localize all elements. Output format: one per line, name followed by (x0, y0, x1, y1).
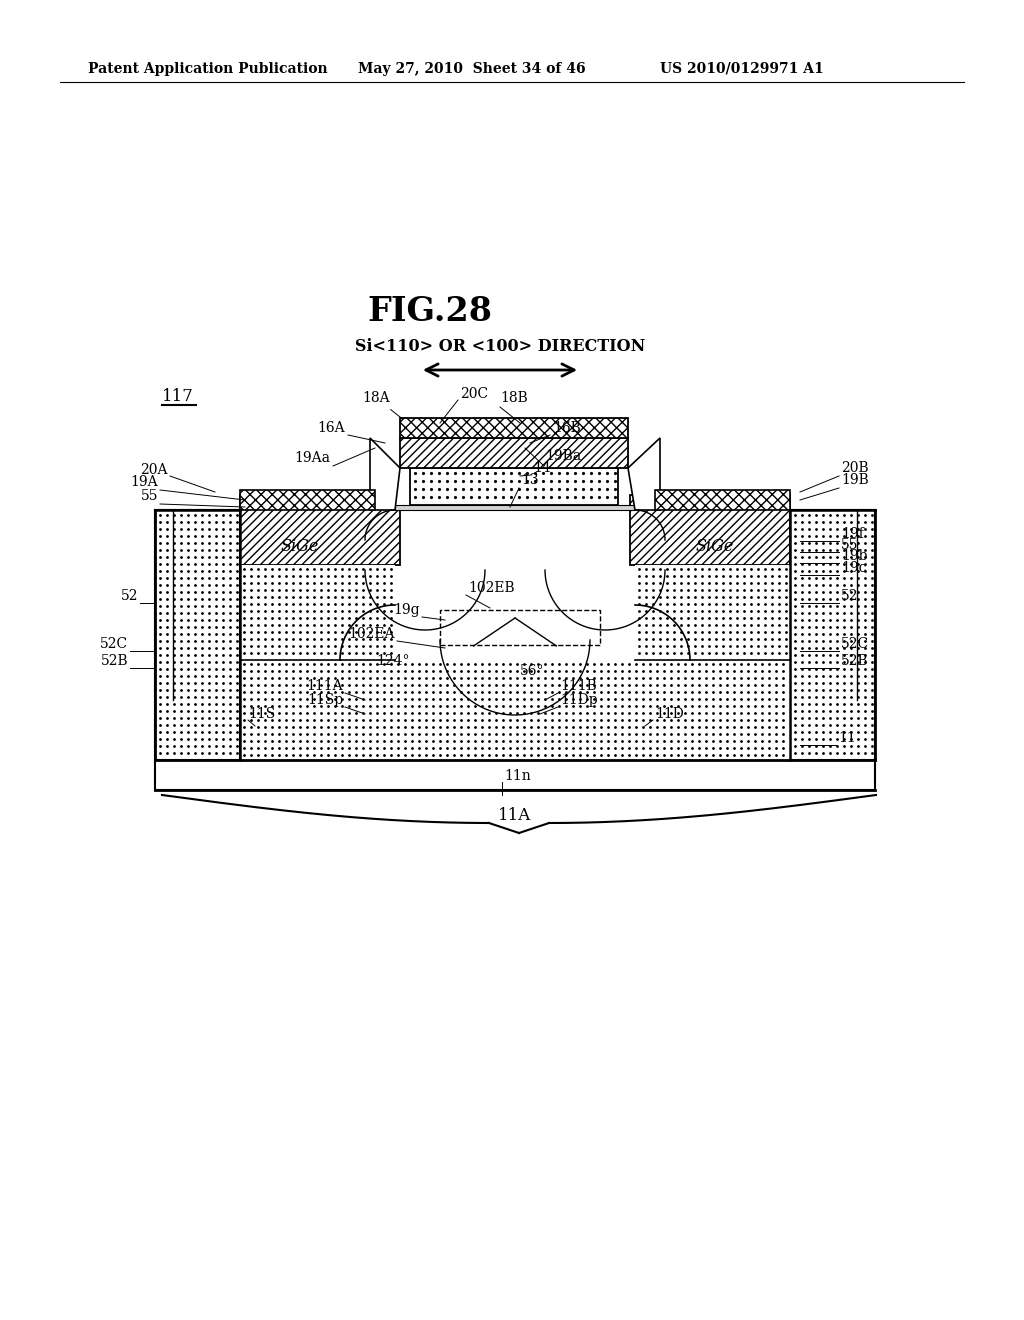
Bar (790, 510, 874, 760)
Text: 19g: 19g (393, 603, 420, 616)
Text: 11Sp: 11Sp (307, 693, 343, 708)
Bar (155, 760, 874, 789)
Text: 11S: 11S (248, 708, 275, 721)
Text: US 2010/0129971 A1: US 2010/0129971 A1 (660, 62, 823, 77)
Polygon shape (370, 438, 400, 510)
Text: Patent Application Publication: Patent Application Publication (88, 62, 328, 77)
Text: 16B: 16B (553, 421, 581, 436)
Text: 102EB: 102EB (468, 581, 515, 595)
Text: 111B: 111B (560, 678, 597, 693)
Text: 18A: 18A (362, 391, 402, 420)
Text: 55: 55 (841, 539, 858, 552)
Text: 52B: 52B (100, 653, 128, 668)
Bar (240, 565, 395, 660)
Bar (395, 506, 635, 510)
Polygon shape (628, 438, 660, 510)
Text: FIG.28: FIG.28 (368, 294, 493, 327)
Polygon shape (240, 495, 400, 565)
Text: 19b: 19b (841, 549, 867, 564)
Text: 56°: 56° (520, 664, 545, 678)
Text: 20B: 20B (841, 461, 868, 475)
Bar (635, 565, 790, 660)
Text: 16A: 16A (317, 421, 345, 436)
Text: 11A: 11A (499, 807, 531, 824)
Bar (240, 660, 790, 760)
Bar (400, 438, 628, 469)
Bar (440, 610, 600, 645)
Bar (155, 510, 240, 760)
Text: 13: 13 (521, 473, 539, 487)
Text: 11Dp: 11Dp (560, 693, 598, 708)
Bar (655, 490, 790, 510)
Text: May 27, 2010  Sheet 34 of 46: May 27, 2010 Sheet 34 of 46 (358, 62, 586, 77)
Text: 20A: 20A (140, 463, 168, 477)
Text: SiGe: SiGe (696, 539, 734, 554)
Text: 11D: 11D (655, 708, 684, 721)
Text: SiGe: SiGe (281, 539, 319, 554)
Text: Si<110> OR <100> DIRECTION: Si<110> OR <100> DIRECTION (355, 338, 645, 355)
Text: 52: 52 (121, 589, 138, 603)
Bar (410, 469, 618, 506)
Text: 102EA: 102EA (348, 627, 395, 642)
Text: 18B: 18B (500, 391, 527, 405)
Text: 111A: 111A (306, 678, 343, 693)
Text: 52C: 52C (100, 638, 128, 651)
Text: 19Ba: 19Ba (545, 449, 582, 463)
Text: 20C: 20C (460, 387, 488, 401)
Bar (240, 490, 375, 510)
Text: 14: 14 (534, 461, 551, 475)
Text: 52: 52 (841, 589, 858, 603)
Text: 19f: 19f (841, 527, 864, 541)
Text: 19c: 19c (841, 561, 866, 576)
Polygon shape (630, 495, 790, 565)
Text: 52C: 52C (841, 638, 869, 651)
Text: 117: 117 (162, 388, 194, 405)
Text: 11n: 11n (504, 770, 530, 783)
Text: 19A: 19A (130, 475, 158, 488)
Text: 55: 55 (140, 488, 158, 503)
Text: 19B: 19B (841, 473, 868, 487)
Text: 19Aa: 19Aa (294, 451, 330, 465)
Bar (400, 418, 628, 438)
Text: 52B: 52B (841, 653, 868, 668)
Text: 11: 11 (838, 731, 856, 744)
Text: 124°: 124° (377, 653, 410, 668)
